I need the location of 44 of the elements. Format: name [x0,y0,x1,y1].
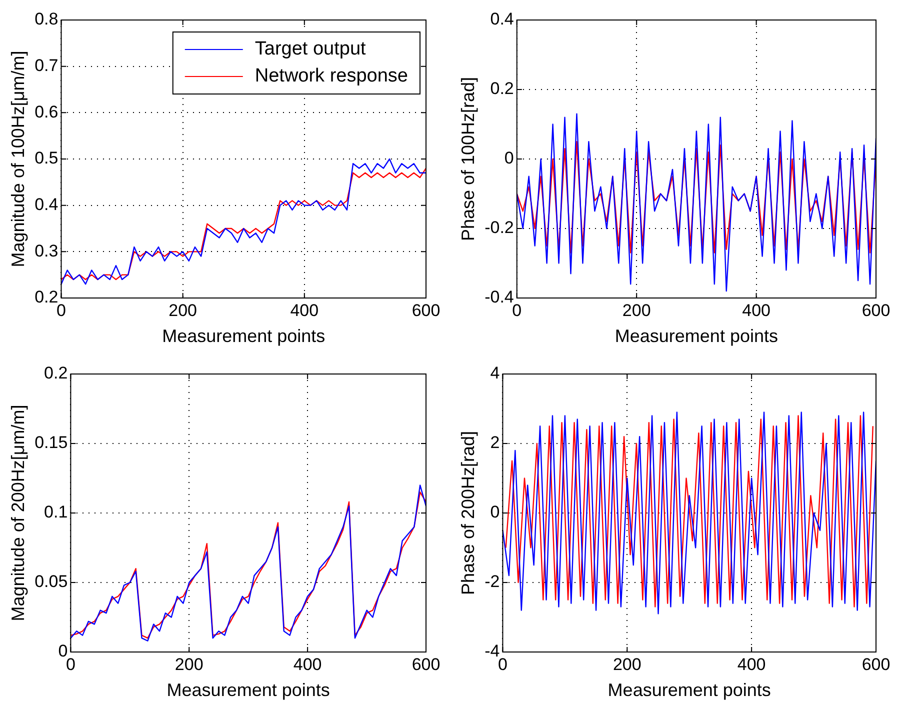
y-tick-label: 0.7 [34,56,58,76]
y-tick-label: 0.1 [44,502,68,522]
y-tick-label: 2 [490,433,500,452]
y-axis-title: Magnitude of 200Hz[μm/m] [8,404,28,622]
x-tick-label: 600 [862,300,890,320]
y-tick-label: 0 [490,502,500,522]
y-tick-label: 0.15 [34,433,68,452]
x-axis-title: Measurement points [166,680,330,700]
y-tick-label: 0.4 [490,10,514,29]
y-axis-title: Phase of 100Hz[rad] [458,76,478,242]
y-tick-label: 0.3 [34,241,58,260]
x-axis-title: Measurement points [614,326,778,346]
x-tick-label: 200 [168,300,198,320]
legend-label: Network response [254,66,408,87]
x-tick-label: 600 [862,654,890,674]
y-axis-title: Magnitude of 100Hz[μm/m] [8,50,28,268]
x-tick-label: 400 [742,300,770,320]
x-tick-label: 200 [622,300,651,320]
x-tick-label: 600 [412,654,440,674]
y-tick-label: 0 [58,642,68,661]
y-tick-label: -2 [484,572,500,592]
y-tick-label: 0.2 [44,364,68,383]
x-tick-label: 400 [293,654,322,674]
x-axis-title: Measurement points [162,326,326,346]
y-tick-label: 0.05 [34,572,68,592]
y-tick-label: -0.2 [484,218,514,238]
y-tick-label: 4 [490,364,500,383]
x-tick-label: 600 [412,300,440,320]
x-tick-label: 400 [737,654,766,674]
y-tick-label: 0.4 [34,195,58,214]
x-axis-title: Measurement points [608,680,771,700]
y-tick-label: 0.2 [34,288,58,307]
y-tick-label: 0.5 [34,148,58,168]
y-tick-label: 0.2 [490,79,514,98]
x-tick-label: 400 [290,300,319,320]
y-tick-label: 0 [504,148,514,168]
y-tick-label: 0.8 [34,10,58,29]
y-axis-title: Phase of 200Hz[rad] [458,430,478,596]
y-tick-label: -4 [484,642,500,661]
y-tick-label: -0.4 [484,288,514,307]
y-tick-label: 0.6 [34,102,58,122]
x-tick-label: 200 [174,654,204,674]
legend-label: Target output [254,38,367,60]
x-tick-label: 200 [612,654,642,674]
